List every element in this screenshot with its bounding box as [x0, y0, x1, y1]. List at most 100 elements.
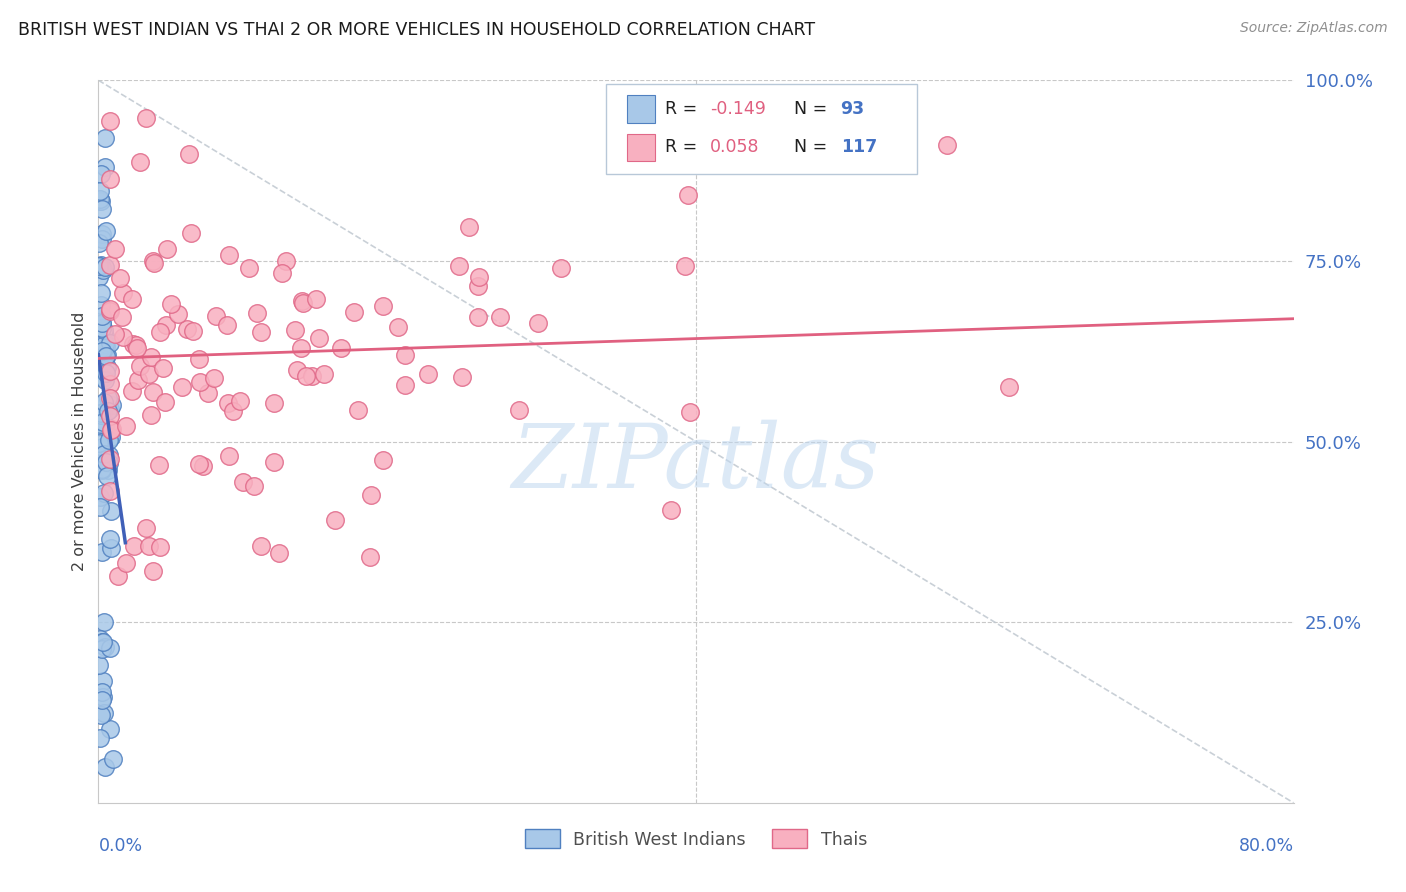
Legend: British West Indians, Thais: British West Indians, Thais: [517, 822, 875, 855]
Point: [142, 564, 165, 578]
Point: [204, 309, 226, 323]
Text: N =: N =: [794, 100, 832, 118]
Point: [222, 404, 245, 418]
Point: [156, 242, 179, 256]
Point: [138, 539, 160, 553]
Point: [936, 137, 959, 152]
Point: [97, 433, 120, 447]
Point: [93, 615, 115, 630]
Point: [91, 635, 114, 649]
Point: [90, 442, 112, 457]
Text: Source: ZipAtlas.com: Source: ZipAtlas.com: [1240, 21, 1388, 36]
Point: [135, 521, 157, 535]
Point: [111, 310, 134, 325]
Point: [90, 232, 112, 246]
Point: [90, 707, 112, 722]
Point: [197, 386, 219, 401]
Point: [94, 260, 117, 275]
Point: [129, 359, 152, 373]
Point: [91, 405, 114, 419]
Point: [98, 640, 121, 655]
Point: [91, 685, 114, 699]
Point: [138, 368, 160, 382]
Point: [90, 298, 112, 312]
Point: [93, 395, 115, 409]
Y-axis label: 2 or more Vehicles in Household: 2 or more Vehicles in Household: [72, 312, 87, 571]
Point: [97, 391, 120, 405]
Point: [93, 415, 115, 429]
Point: [87, 436, 110, 450]
Point: [90, 168, 112, 182]
Point: [242, 479, 264, 493]
Point: [263, 395, 285, 409]
Point: [139, 409, 162, 423]
Point: [142, 256, 165, 270]
Point: [93, 323, 115, 337]
Point: [447, 259, 470, 273]
Point: [90, 634, 112, 648]
Point: [232, 475, 254, 490]
Text: R =: R =: [665, 138, 703, 156]
Point: [89, 269, 111, 284]
Point: [91, 397, 114, 411]
Point: [373, 453, 395, 467]
Point: [98, 302, 122, 317]
Point: [108, 270, 131, 285]
Point: [508, 403, 530, 417]
Point: [678, 188, 700, 202]
Point: [93, 486, 115, 500]
Point: [125, 342, 148, 356]
Point: [167, 307, 190, 321]
Text: 80.0%: 80.0%: [1239, 838, 1294, 855]
Point: [124, 539, 146, 553]
Point: [527, 316, 550, 330]
Point: [91, 260, 114, 275]
Point: [659, 503, 682, 517]
Point: [96, 348, 118, 362]
Point: [121, 292, 143, 306]
Point: [371, 299, 394, 313]
Point: [276, 254, 298, 268]
Point: [127, 373, 149, 387]
Text: 117: 117: [841, 138, 877, 156]
Point: [301, 369, 323, 384]
Point: [121, 337, 143, 351]
Point: [94, 339, 117, 353]
Point: [101, 398, 124, 412]
Point: [104, 242, 127, 256]
Point: [159, 297, 181, 311]
Point: [89, 259, 111, 273]
Point: [229, 394, 252, 409]
Point: [91, 343, 114, 358]
Point: [90, 321, 112, 335]
Point: [90, 258, 112, 272]
Point: [246, 306, 269, 320]
Point: [121, 384, 143, 399]
Point: [101, 752, 124, 766]
Point: [387, 319, 409, 334]
Point: [90, 420, 112, 434]
Point: [249, 325, 271, 339]
Point: [94, 328, 117, 343]
Point: [91, 440, 114, 454]
Text: BRITISH WEST INDIAN VS THAI 2 OR MORE VEHICLES IN HOUSEHOLD CORRELATION CHART: BRITISH WEST INDIAN VS THAI 2 OR MORE VE…: [18, 21, 815, 39]
Point: [91, 309, 114, 323]
Point: [330, 341, 353, 355]
Point: [271, 266, 294, 280]
Point: [90, 406, 112, 420]
Point: [550, 261, 572, 276]
Point: [347, 402, 370, 417]
Point: [93, 447, 115, 461]
Point: [91, 462, 114, 476]
Point: [308, 331, 330, 345]
Point: [90, 316, 112, 330]
Point: [90, 642, 112, 657]
Point: [94, 224, 117, 238]
Point: [94, 372, 117, 386]
Point: [89, 658, 111, 673]
Point: [98, 114, 122, 128]
Point: [91, 202, 114, 217]
Point: [97, 463, 120, 477]
Point: [89, 632, 111, 646]
Point: [90, 341, 112, 355]
